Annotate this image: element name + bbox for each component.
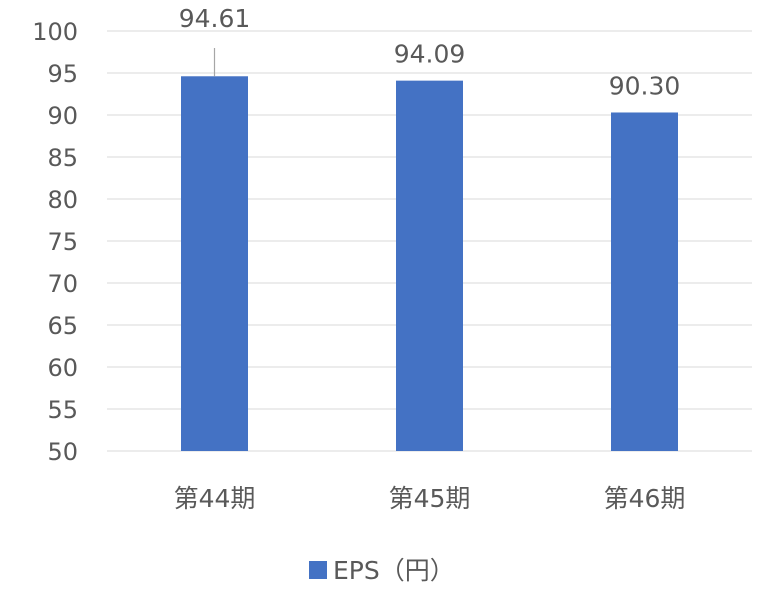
bar — [611, 112, 678, 451]
data-label: 94.61 — [179, 4, 251, 33]
data-labels: 94.61 94.09 90.30 — [179, 4, 681, 100]
data-label: 90.30 — [609, 71, 681, 100]
y-axis-ticks: 50 55 60 65 70 75 80 85 90 95 100 — [32, 18, 78, 466]
bar — [396, 80, 463, 452]
data-label: 94.09 — [394, 40, 466, 69]
bar — [181, 76, 248, 451]
y-tick-label: 80 — [47, 186, 78, 214]
y-tick-label: 55 — [47, 396, 78, 424]
x-category-label: 第45期 — [389, 484, 471, 513]
y-tick-label: 65 — [47, 312, 78, 340]
bars — [181, 76, 678, 452]
y-tick-label: 85 — [47, 144, 78, 172]
x-axis-categories: 第44期 第45期 第46期 — [174, 484, 686, 513]
y-tick-label: 90 — [47, 102, 78, 130]
y-tick-label: 75 — [47, 228, 78, 256]
y-tick-label: 100 — [32, 18, 78, 46]
legend-label: EPS（円） — [333, 556, 455, 585]
legend-swatch — [309, 561, 327, 579]
y-tick-label: 70 — [47, 270, 78, 298]
y-tick-label: 50 — [47, 438, 78, 466]
y-tick-label: 60 — [47, 354, 78, 382]
x-category-label: 第46期 — [604, 484, 686, 513]
x-category-label: 第44期 — [174, 484, 256, 513]
legend: EPS（円） — [309, 556, 455, 585]
y-tick-label: 95 — [47, 60, 78, 88]
